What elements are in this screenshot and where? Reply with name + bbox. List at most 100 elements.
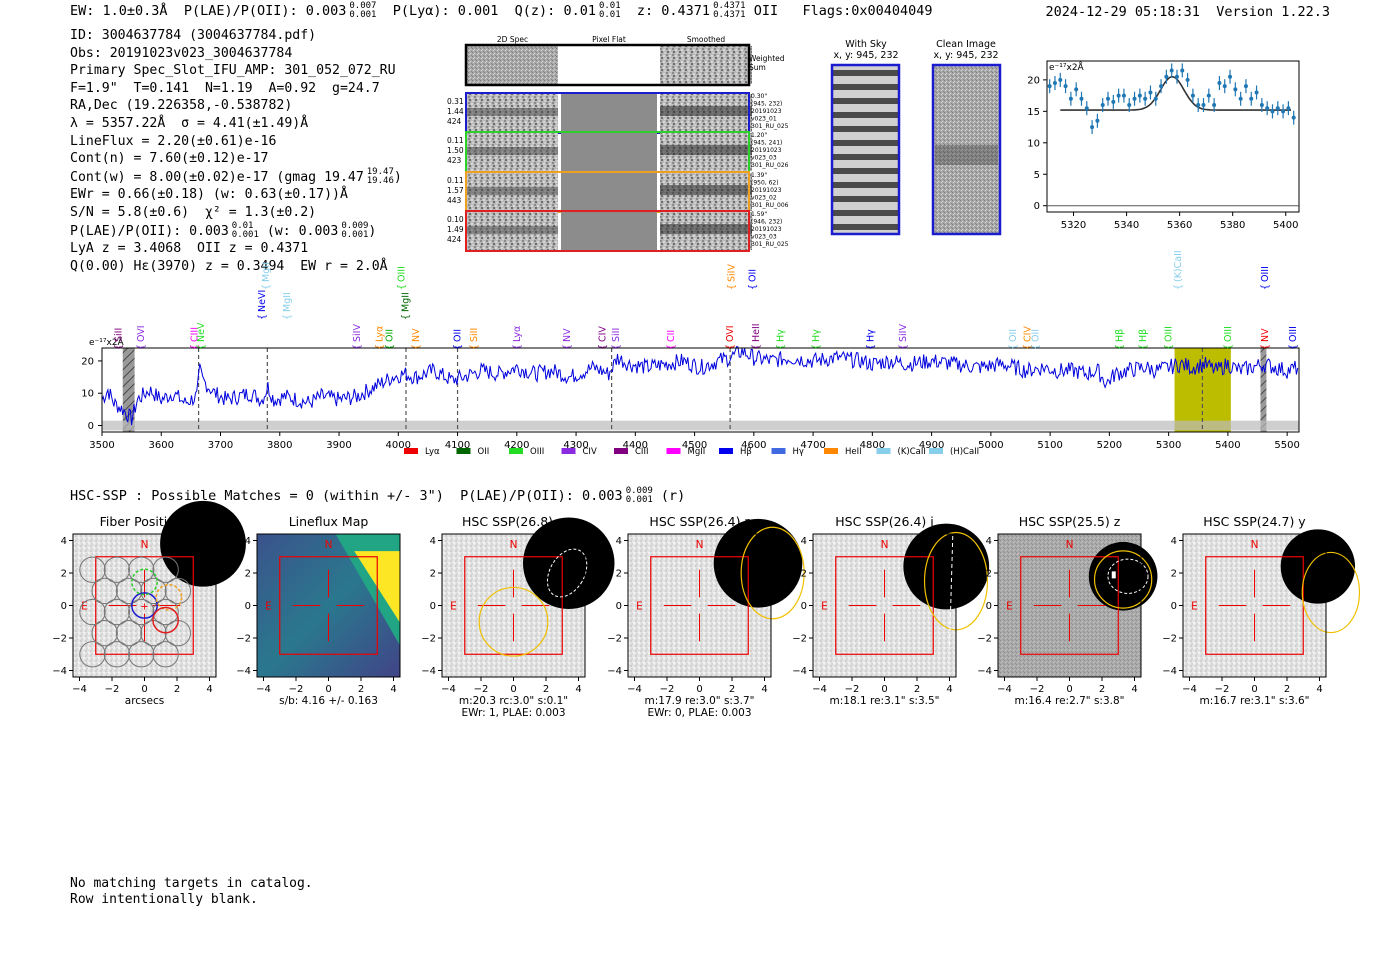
hsc-ytick-label: 0 <box>986 601 992 612</box>
line-label-bracket: { <box>453 344 464 350</box>
fiber-2d-trace <box>467 226 558 234</box>
zoom-point <box>1068 96 1073 101</box>
full-xtick-label: 4500 <box>682 440 707 451</box>
catalog-ellipse <box>546 548 588 598</box>
fiber-smoothed-trace <box>660 145 752 155</box>
legend-label: MgII <box>688 447 706 457</box>
hsc-ytick-label: −2 <box>792 634 807 645</box>
header-flags: Flags:0x00404049 <box>802 3 933 19</box>
hsc-galaxy <box>713 518 803 608</box>
hsc-caption-1: m:16.7 re:3.1" s:3.6" <box>1200 695 1310 707</box>
full-xtick-label: 5000 <box>978 440 1003 451</box>
fiber-circle <box>103 556 131 583</box>
hsc-ytick-label: −2 <box>977 634 992 645</box>
fiber-circle-primary <box>131 592 158 619</box>
hsc-ytick-label: −2 <box>607 634 622 645</box>
legend-label: Hβ <box>740 447 752 457</box>
line-label-bracket: { <box>1114 344 1125 350</box>
hsc-caption-1: m:18.1 re:3.1" s:3.5" <box>830 695 940 707</box>
full-frame <box>101 347 1300 433</box>
hsc-ytick-label: 0 <box>1171 601 1177 612</box>
zoom-ylabel: e⁻¹⁷x2Å <box>1049 61 1085 73</box>
north-label: N <box>510 539 518 551</box>
info-plae-row: P(LAE)/P(OII): 0.003 0.01 0.001 (w: 0.003 0… <box>70 220 377 240</box>
line-label-bracket: { <box>396 284 407 290</box>
hsc-xtick-label: 4 <box>1316 684 1322 695</box>
fiber-flat <box>561 212 657 250</box>
zoom-point <box>1095 118 1100 123</box>
fiber-left-label: 424 <box>447 117 462 126</box>
legend-swatch <box>876 448 891 454</box>
full-xtick-label: 3600 <box>149 440 174 451</box>
header-ew: EW: 1.0±0.3Å <box>70 3 168 19</box>
hsc-ytick-label: 2 <box>986 569 992 580</box>
full-xtick-label: 4900 <box>919 440 944 451</box>
full-xtick-label: 4100 <box>445 440 470 451</box>
hsc-galaxy <box>160 500 246 587</box>
hsc-xtick-label: −4 <box>627 684 642 695</box>
fiber-right-label: (946, 232) <box>751 219 782 226</box>
hsc-xtick-label: −2 <box>105 684 120 695</box>
line-label: Hγ <box>775 329 786 342</box>
line-label: NV <box>1260 328 1271 342</box>
fiber-circle <box>152 641 179 668</box>
hsc-xtick-label: 0 <box>696 684 702 695</box>
legend-swatch <box>929 448 943 454</box>
line-label: Hβ <box>1114 329 1125 342</box>
zoom-point <box>1100 103 1105 108</box>
zoom-point <box>1074 87 1079 92</box>
hsc-panel: HSC SSP(26.4) i N E −4 −4 −2 −2 0 0 2 2 4 4 m:18.1 re… <box>792 514 990 707</box>
legend-swatch <box>614 448 628 454</box>
east-label: E <box>265 601 272 613</box>
legend-swatch <box>404 448 418 454</box>
hsc-xtick-label: −4 <box>812 684 827 695</box>
with-sky-title: With Sky <box>845 39 887 50</box>
zoom-point <box>1063 84 1068 89</box>
hsc-galaxy <box>522 517 615 610</box>
line-label-bracket: { <box>562 344 573 350</box>
zoom-point <box>1265 106 1270 111</box>
legend-label: (K)CaII <box>898 447 926 457</box>
with-sky-xy: x, y: 945, 232 <box>833 50 898 61</box>
line-label: Lyα <box>512 326 523 342</box>
catalog-ellipse <box>1107 558 1149 594</box>
line-label: Hβ <box>1138 329 1149 342</box>
fiber-flat <box>561 133 657 171</box>
line-label-bracket: { <box>611 344 622 350</box>
fiber-left-label: 1.50 <box>447 146 464 155</box>
info-ewr: EWr = 0.66(±0.18) (w: 0.63(±0.17))Å <box>70 187 348 203</box>
zoom-point <box>1281 109 1286 114</box>
zoom-point <box>1243 84 1248 89</box>
search-box <box>650 556 749 655</box>
zoom-point <box>1159 84 1164 89</box>
zoom-point <box>1206 93 1211 98</box>
hsc-ytick-label: −4 <box>607 666 622 677</box>
fiber-circle <box>103 641 131 668</box>
hsc-ytick-label: −2 <box>1162 634 1177 645</box>
line-label: SiII <box>611 328 622 342</box>
line-label-bracket: { <box>114 344 125 350</box>
saturation-mark <box>1111 571 1116 579</box>
hsc-ytick-label: −2 <box>421 634 436 645</box>
zoom-point <box>1254 90 1259 95</box>
zoom-point <box>1058 77 1063 82</box>
hsc-xtick-label: 4 <box>575 684 581 695</box>
fiber-left-label: 443 <box>447 196 462 205</box>
hsc-xtick-label: 4 <box>761 684 767 695</box>
line-label-bracket: { <box>598 344 609 350</box>
line-label: MgII <box>282 292 293 312</box>
zoom-point <box>1127 103 1132 108</box>
east-label: E <box>821 601 828 613</box>
north-label: N <box>696 539 704 551</box>
fiber-circle <box>91 619 118 647</box>
hsc-xtick-label: 0 <box>881 684 887 695</box>
north-label: N <box>141 539 149 551</box>
zoom-point <box>1143 96 1148 101</box>
zoom-point <box>1164 74 1169 79</box>
fiber-left-label: 0.10 <box>447 215 464 224</box>
hsc-caption-1: m:17.9 re:3.0" s:3.7" <box>645 695 755 707</box>
info-plae-w: (w: 0.003 <box>266 223 339 239</box>
full-xtick-label: 3800 <box>267 440 292 451</box>
hsc-caption-1: arcsecs <box>125 695 164 707</box>
